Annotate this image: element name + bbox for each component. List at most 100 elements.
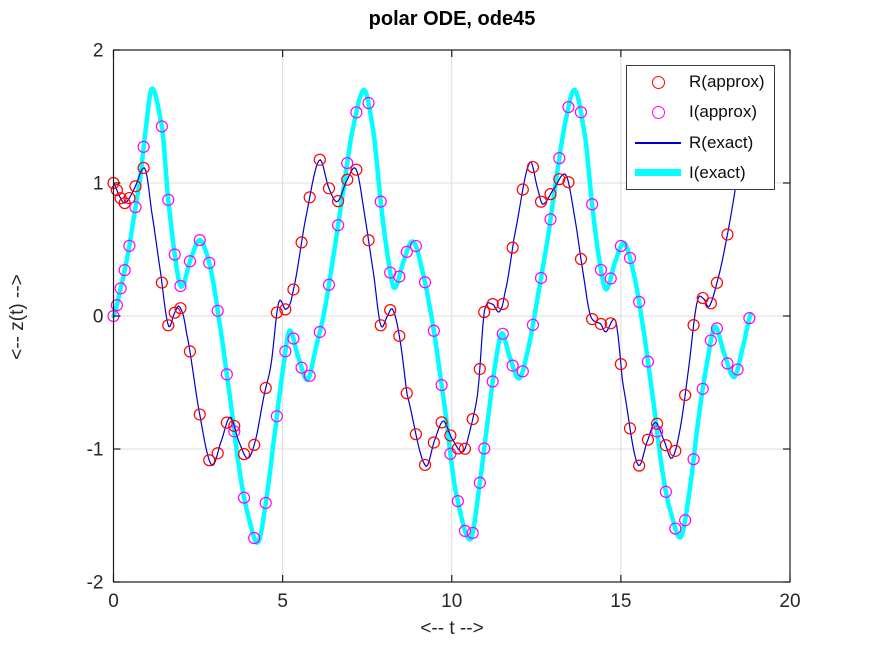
legend-item-r-approx: R(approx) bbox=[627, 68, 774, 96]
i-approx-marker bbox=[633, 295, 646, 309]
x-tick-label: 5 bbox=[277, 591, 288, 612]
r-approx-marker bbox=[604, 317, 617, 330]
i-approx-marker bbox=[393, 270, 406, 283]
i-approx-marker bbox=[237, 491, 251, 504]
i-approx-marker bbox=[659, 485, 672, 498]
i-approx-marker bbox=[110, 299, 123, 312]
i-approx-marker bbox=[174, 279, 187, 293]
chart-title: polar ODE, ode45 bbox=[368, 8, 536, 30]
i-approx-marker bbox=[322, 278, 336, 291]
r-approx-marker bbox=[162, 319, 175, 332]
r-approx-marker bbox=[220, 416, 233, 429]
r-approx-marker bbox=[374, 319, 387, 332]
x-tick-label: 10 bbox=[441, 591, 462, 612]
r-approx-marker bbox=[486, 297, 499, 311]
i-approx-marker bbox=[669, 522, 682, 535]
i-approx-marker bbox=[193, 233, 206, 247]
r-approx-marker bbox=[516, 183, 529, 196]
r-approx-marker bbox=[174, 302, 187, 315]
r-approx-marker bbox=[259, 381, 272, 395]
r-approx-marker bbox=[687, 319, 700, 332]
y-tick-label: -1 bbox=[87, 440, 104, 461]
r-approx-marker bbox=[279, 303, 292, 316]
r-approx-marker bbox=[287, 283, 300, 296]
r-approx-marker bbox=[393, 329, 406, 343]
r-approx-marker bbox=[427, 436, 440, 449]
i-approx-marker bbox=[696, 382, 709, 395]
i-approx-marker bbox=[162, 193, 175, 206]
r-approx-marker bbox=[341, 173, 354, 186]
i-approx-marker bbox=[129, 201, 142, 214]
i-approx-marker bbox=[478, 442, 491, 455]
legend-label: R(exact) bbox=[689, 132, 754, 152]
i-approx-marker bbox=[155, 120, 168, 133]
i-approx-marker bbox=[295, 361, 308, 374]
y-tick-label: 1 bbox=[93, 174, 104, 195]
y-tick-label: -2 bbox=[87, 573, 104, 594]
i-approx-marker bbox=[341, 156, 354, 170]
i-approx-marker bbox=[604, 272, 617, 285]
r-approx-marker bbox=[679, 388, 692, 402]
r-approx-marker bbox=[650, 417, 664, 430]
r-approx-marker bbox=[544, 188, 557, 201]
r-approx-marker bbox=[641, 433, 655, 446]
i-approx-marker bbox=[123, 239, 136, 252]
i-approx-marker bbox=[743, 312, 756, 325]
i-approx-marker bbox=[586, 198, 599, 211]
i-approx-marker bbox=[228, 425, 241, 438]
r-approx-marker bbox=[478, 305, 491, 319]
r-approx-marker bbox=[466, 413, 479, 426]
x-tick-label: 0 bbox=[108, 591, 119, 612]
r-approx-marker-icon bbox=[651, 75, 665, 89]
r-approx-marker bbox=[553, 173, 566, 186]
r-approx-marker bbox=[203, 454, 216, 467]
y-tick-label: 0 bbox=[93, 307, 104, 328]
i-approx-marker bbox=[679, 514, 692, 527]
x-tick-label: 15 bbox=[610, 591, 631, 612]
i-approx-marker bbox=[427, 324, 440, 337]
r-approx-marker bbox=[669, 444, 682, 457]
i-approx-marker bbox=[623, 251, 637, 265]
i-approx-marker bbox=[259, 496, 272, 510]
x-axis-label: <-- t --> bbox=[420, 618, 484, 639]
i-approx-marker bbox=[704, 334, 717, 347]
i-approx-marker bbox=[350, 106, 363, 119]
r-approx-marker bbox=[435, 416, 448, 429]
i-approx-marker bbox=[506, 359, 519, 372]
r-approx-marker bbox=[313, 153, 326, 166]
i-approx-marker bbox=[562, 100, 575, 114]
i-approx-marker bbox=[614, 239, 627, 253]
i-approx-marker bbox=[279, 345, 292, 358]
i-approx-marker bbox=[534, 271, 548, 285]
i-approx-marker bbox=[710, 322, 724, 335]
r-approx-marker bbox=[710, 276, 724, 289]
i-exact-line-icon bbox=[635, 169, 681, 177]
i-approx-marker bbox=[409, 239, 422, 253]
r-approx-marker bbox=[721, 228, 734, 241]
r-approx-marker bbox=[110, 184, 123, 197]
r-approx-marker bbox=[614, 358, 627, 371]
i-approx-marker bbox=[203, 256, 216, 269]
r-approx-marker bbox=[193, 408, 206, 421]
i-approx-marker bbox=[211, 304, 224, 317]
i-approx-marker bbox=[544, 213, 557, 226]
i-approx-marker bbox=[248, 531, 261, 545]
legend-item-i-exact: I(exact) bbox=[627, 159, 774, 187]
i-approx-marker bbox=[687, 453, 700, 466]
i-approx-marker bbox=[650, 425, 664, 438]
i-approx-marker bbox=[473, 476, 486, 489]
r-approx-marker bbox=[228, 419, 241, 433]
i-approx-marker bbox=[594, 263, 608, 277]
r-approx-marker bbox=[594, 317, 608, 331]
x-tick-label: 20 bbox=[779, 591, 800, 612]
legend: R(approx) I(approx) R(exact) I(exact) bbox=[626, 65, 775, 190]
r-approx-marker bbox=[574, 252, 588, 266]
r-approx-marker bbox=[303, 191, 316, 204]
i-approx-marker bbox=[118, 264, 131, 277]
r-approx-marker bbox=[458, 442, 472, 455]
i-approx-marker bbox=[374, 195, 387, 208]
i-approx-marker bbox=[303, 369, 316, 382]
i-approx-marker bbox=[270, 410, 283, 423]
i-approx-marker bbox=[168, 248, 181, 261]
